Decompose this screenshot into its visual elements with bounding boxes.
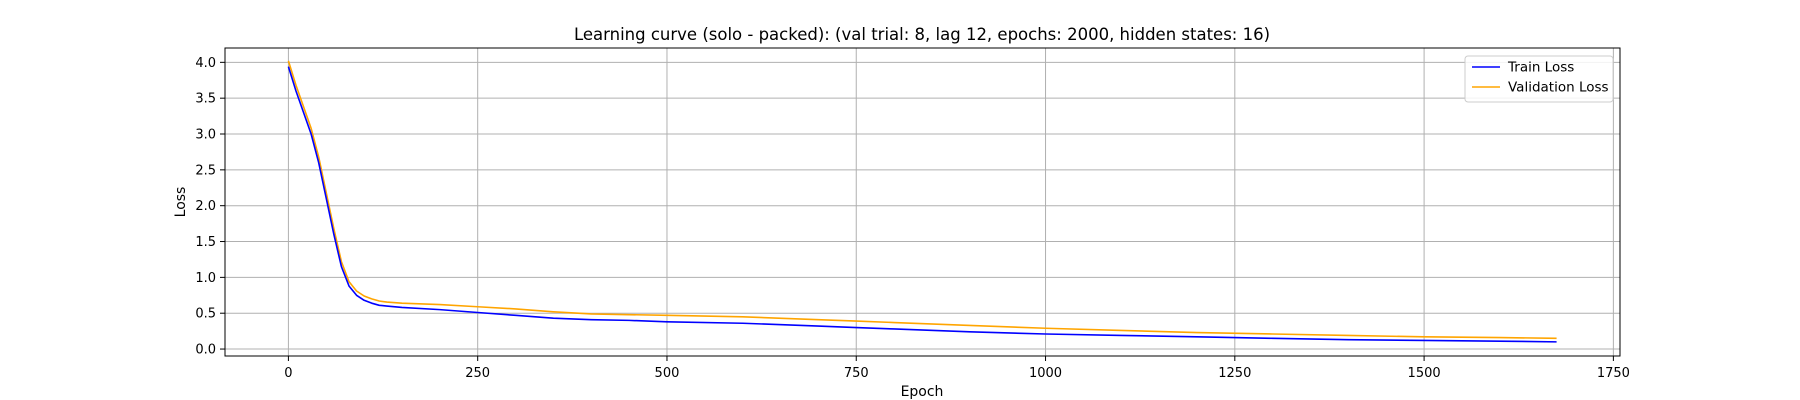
y-tick-label: 0.0 [195,343,216,358]
x-tick-label: 750 [844,366,869,381]
plot-area [225,48,1620,356]
y-tick-label: 3.5 [195,92,216,107]
y-axis: 0.0 0.5 1.0 1.5 2.0 2.5 3.0 3.5 4.0 [195,56,225,358]
y-tick-label: 3.0 [195,128,216,143]
x-tick-label: 250 [465,366,490,381]
x-tick-label: 1000 [1029,366,1062,381]
y-tick-label: 1.0 [195,271,216,286]
series-line-train-loss [287,66,1557,343]
legend: Train Loss Validation Loss [1464,55,1614,103]
series-layer [287,60,1557,343]
x-tick-label: 500 [655,366,680,381]
chart-title: Learning curve (solo - packed): (val tri… [574,25,1270,44]
y-tick-label: 4.0 [195,56,216,71]
x-tick-label: 1250 [1218,366,1251,381]
x-tick-label: 1750 [1597,366,1630,381]
legend-label-train-loss: Train Loss [1507,60,1574,76]
y-tick-label: 1.5 [195,235,216,250]
y-axis-label: Loss [173,187,189,218]
x-axis: 0 250 500 750 1000 1250 1500 1750 [284,356,1630,381]
legend-label-validation-loss: Validation Loss [1508,80,1609,96]
x-axis-label: Epoch [901,384,944,400]
y-tick-label: 2.0 [195,199,216,214]
y-tick-label: 2.5 [195,163,216,178]
x-tick-label: 0 [284,366,292,381]
plot-frame [224,47,1621,357]
y-tick-label: 0.5 [195,307,216,322]
x-tick-label: 1500 [1408,366,1441,381]
grid [225,48,1620,356]
legend-frame [1464,55,1614,103]
series-line-validation-loss [287,60,1557,340]
